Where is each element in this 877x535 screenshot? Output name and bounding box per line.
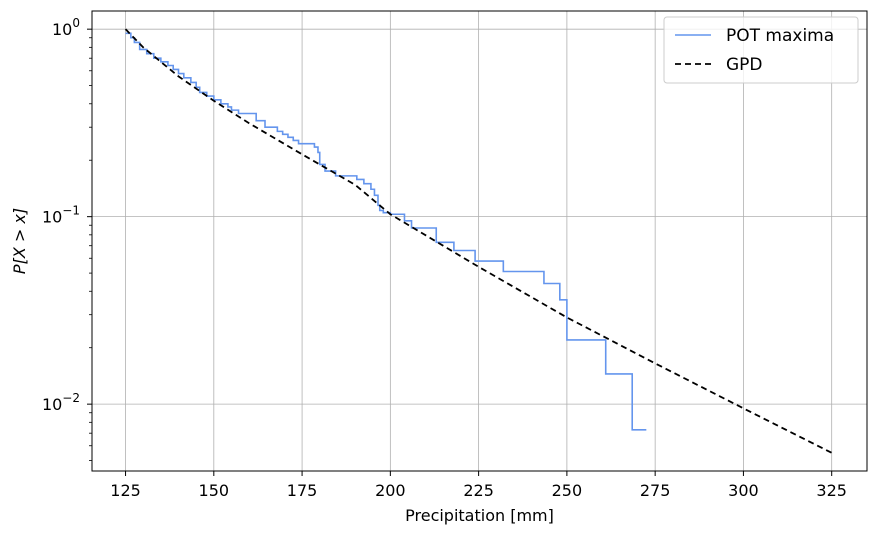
series-line-pot-maxima [125,32,647,431]
series-line-gpd [124,28,833,454]
plot-area-frame [91,10,868,472]
legend-label-gpd: GPD [726,55,763,75]
legend-box [663,16,859,84]
x-tick-label: 150 [199,481,230,500]
x-tick-label: 275 [640,481,671,500]
y-tick-label: 100 [52,16,80,39]
y-axis-label: P[X > x] [10,208,29,274]
axis-ticks: 125 150 175 200 225 250 275 300 325 100 10−1 10−2 [42,16,847,500]
x-tick-label: 225 [463,481,494,500]
x-tick-label: 175 [287,481,318,500]
x-tick-label: 300 [728,481,759,500]
x-axis-label: Precipitation [mm] [405,506,554,525]
legend-label-pot-maxima: POT maxima [726,26,834,46]
y-axis-label-text: P[X > x] [10,208,29,274]
series-lines [124,28,833,454]
x-tick-label: 125 [110,481,141,500]
x-tick-label: 325 [816,481,847,500]
legend: POT maxima GPD [663,16,859,84]
y-tick-label: 10−2 [42,391,80,414]
y-tick-label: 10−1 [42,204,80,227]
x-tick-label: 250 [552,481,583,500]
x-tick-label: 200 [375,481,406,500]
